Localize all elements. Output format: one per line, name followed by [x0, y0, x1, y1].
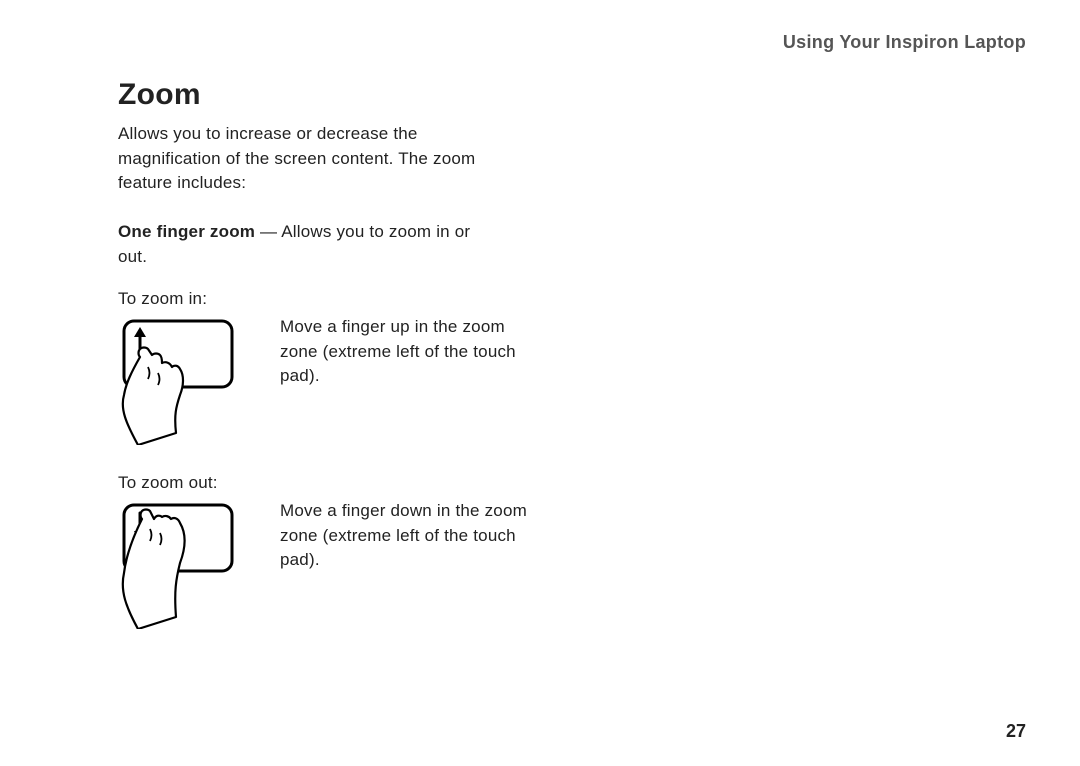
manual-page: Using Your Inspiron Laptop Zoom Allows y… [0, 0, 1080, 766]
zoom-out-row: Move a finger down in the zoom zone (ext… [118, 499, 538, 629]
one-finger-zoom-paragraph: One finger zoom — Allows you to zoom in … [118, 220, 498, 269]
zoom-in-row: Move a finger up in the zoom zone (extre… [118, 315, 538, 445]
touchpad-finger-up-icon [118, 315, 258, 445]
zoom-out-label: To zoom out: [118, 473, 538, 493]
one-finger-zoom-bold: One finger zoom [118, 222, 255, 241]
running-header: Using Your Inspiron Laptop [783, 32, 1026, 53]
section-intro: Allows you to increase or decrease the m… [118, 122, 478, 196]
zoom-in-description: Move a finger up in the zoom zone (extre… [258, 315, 538, 389]
page-number: 27 [1006, 721, 1026, 742]
zoom-in-label: To zoom in: [118, 289, 538, 309]
touchpad-finger-down-icon [118, 499, 258, 629]
content-column: Zoom Allows you to increase or decrease … [118, 78, 538, 657]
zoom-out-description: Move a finger down in the zoom zone (ext… [258, 499, 538, 573]
section-title: Zoom [118, 78, 538, 112]
